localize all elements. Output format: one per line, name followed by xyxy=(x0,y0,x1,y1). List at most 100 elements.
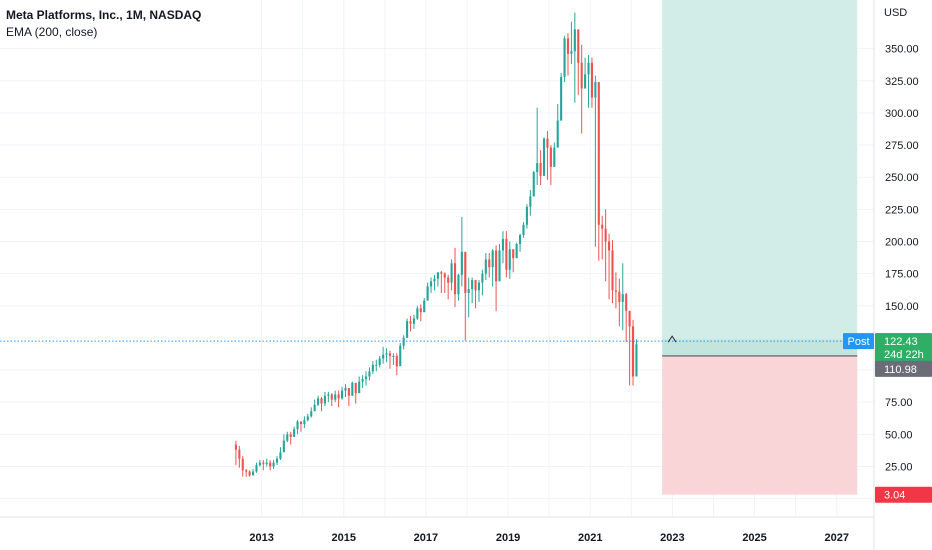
candle-body xyxy=(508,249,511,270)
candle-body xyxy=(477,282,481,291)
candle-body xyxy=(501,238,505,251)
candle-body xyxy=(495,250,498,282)
candle-body xyxy=(460,251,463,275)
candle-body xyxy=(440,272,443,274)
y-tick-label: 350.00 xyxy=(885,44,919,56)
x-tick-label: 2025 xyxy=(742,532,766,544)
candle-body xyxy=(286,434,289,441)
candle-body xyxy=(512,249,515,259)
close-level-label: 110.98 xyxy=(884,364,917,376)
candle-body xyxy=(443,273,446,278)
candle-body xyxy=(563,38,566,77)
y-tick-label: 175.00 xyxy=(885,269,919,281)
candle-body xyxy=(450,263,453,283)
post-session-badge xyxy=(843,333,874,350)
candle-body xyxy=(560,76,563,121)
candle-body xyxy=(416,308,419,319)
candle-body xyxy=(258,462,261,466)
candle-body xyxy=(368,371,371,377)
candle-body xyxy=(614,290,617,292)
candle-body xyxy=(529,196,532,207)
candle-body xyxy=(269,462,272,467)
stop-price-badge xyxy=(875,486,932,503)
candle-body xyxy=(361,379,364,382)
countdown-label: 24d 22h xyxy=(884,349,924,361)
candle-body xyxy=(323,395,326,404)
candle-body xyxy=(375,364,378,366)
candle-body xyxy=(364,376,368,380)
candle-body xyxy=(344,388,347,391)
candle-body xyxy=(542,138,546,176)
candle-body xyxy=(498,250,501,282)
candle-body xyxy=(628,310,631,327)
candle-body xyxy=(505,238,508,270)
candle-body xyxy=(248,471,251,476)
candle-body xyxy=(532,172,535,197)
loss-zone xyxy=(662,355,858,495)
candle-body xyxy=(584,74,587,89)
candle-body xyxy=(604,228,607,242)
candle-body xyxy=(245,470,248,472)
y-tick-label: 225.00 xyxy=(885,204,919,216)
candle-body xyxy=(351,382,354,396)
candle-body xyxy=(553,147,556,167)
candle-body xyxy=(399,345,402,367)
candle-body xyxy=(299,421,303,425)
candle-body xyxy=(409,321,412,324)
candle-body xyxy=(334,394,337,400)
candle-body xyxy=(272,462,275,467)
candle-body xyxy=(611,250,614,291)
candle-body xyxy=(234,444,237,450)
candle-body xyxy=(488,259,491,268)
indicator-label[interactable]: EMA (200, close) xyxy=(6,25,98,39)
candle-body xyxy=(608,241,611,251)
y-tick-label: 250.00 xyxy=(885,172,919,184)
candle-body xyxy=(296,421,299,430)
candle-body xyxy=(515,244,518,259)
x-tick-label: 2015 xyxy=(332,532,356,544)
y-tick-label: 50.00 xyxy=(885,429,913,441)
profit-zone-current xyxy=(662,339,858,356)
stop-price-label: 3.04 xyxy=(884,490,905,502)
y-tick-label: 75.00 xyxy=(885,397,913,409)
candle-body xyxy=(354,382,357,394)
candle-body xyxy=(457,274,460,295)
candle-body xyxy=(491,250,494,268)
candle-body xyxy=(310,411,313,417)
candle-body xyxy=(467,289,470,293)
candle-body xyxy=(587,62,590,75)
candle-body xyxy=(293,429,296,437)
x-tick-label: 2021 xyxy=(578,532,602,544)
chart-legend: Meta Platforms, Inc., 1M, NASDAQ EMA (20… xyxy=(6,7,201,41)
candle-body xyxy=(419,308,422,313)
candle-body xyxy=(625,294,628,311)
candle-body xyxy=(320,398,323,404)
candle-body xyxy=(484,259,487,274)
candle-body xyxy=(464,251,467,293)
candle-body xyxy=(282,440,285,453)
candle-body xyxy=(590,62,594,98)
candle-body xyxy=(317,398,320,405)
entry-price-badge xyxy=(875,333,932,363)
candle-body xyxy=(262,462,265,464)
candle-body xyxy=(337,394,340,399)
candle-body xyxy=(433,278,436,282)
profit-zone xyxy=(662,0,858,340)
candle-body xyxy=(471,280,474,290)
candle-body xyxy=(601,224,604,229)
candle-body xyxy=(241,458,244,471)
candle-body xyxy=(426,286,429,301)
candle-body xyxy=(618,291,621,302)
candle-body xyxy=(412,318,415,324)
y-tick-label: 200.00 xyxy=(885,236,919,248)
candle-body xyxy=(371,364,374,372)
x-tick-label: 2017 xyxy=(414,532,438,544)
y-tick-label: 275.00 xyxy=(885,140,919,152)
x-tick-label: 2019 xyxy=(496,532,520,544)
candle-body xyxy=(423,300,426,313)
candle-body xyxy=(251,471,255,476)
candle-body xyxy=(580,62,583,89)
candle-body xyxy=(385,353,388,355)
symbol-title[interactable]: Meta Platforms, Inc., 1M, NASDAQ xyxy=(6,8,202,22)
